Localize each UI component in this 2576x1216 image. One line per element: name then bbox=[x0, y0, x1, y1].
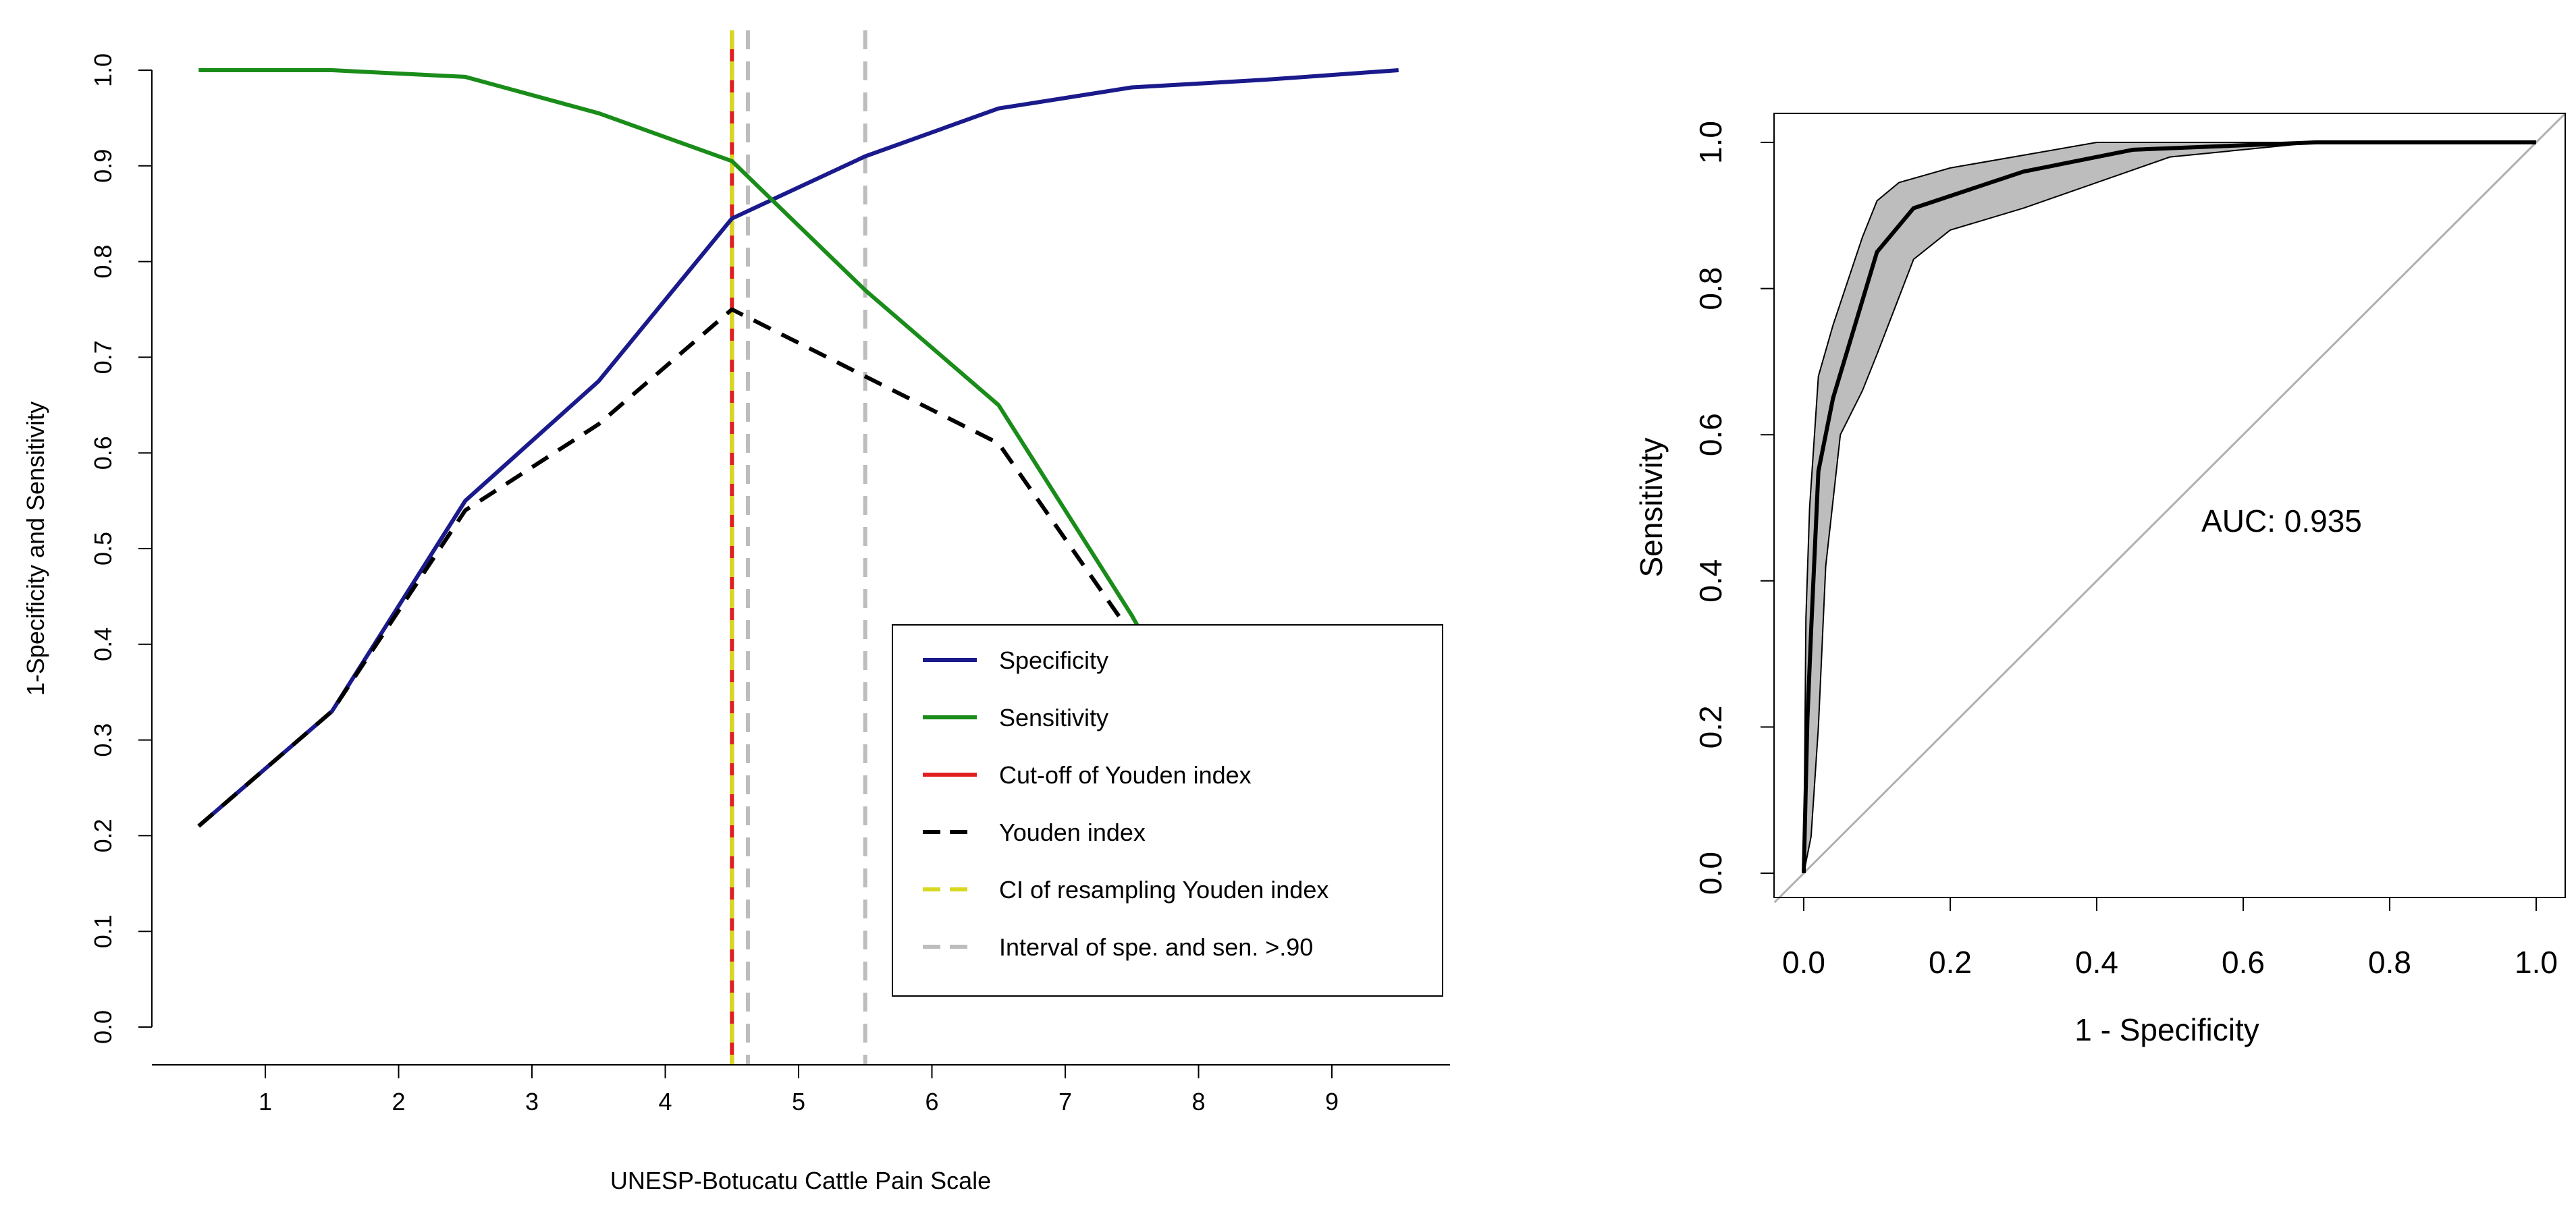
left-y-tick-label: 0.7 bbox=[89, 340, 117, 374]
legend-label-ci-of-resampling-youden-index: CI of resampling Youden index bbox=[999, 876, 1329, 904]
right-y-tick-label: 0.4 bbox=[1693, 559, 1728, 603]
left-y-tick-label: 0.4 bbox=[89, 628, 117, 661]
right-x-ticks: 0.0 0.2 0.4 0.6 0.8 1.0 bbox=[1782, 897, 2558, 980]
roc-curve bbox=[1802, 140, 2536, 874]
left-x-axis-label: UNESP-Botucatu Cattle Pain Scale bbox=[610, 1167, 991, 1194]
right-x-tick-label: 0.6 bbox=[2222, 945, 2265, 980]
right-x-tick-label: 1.0 bbox=[2515, 945, 2558, 980]
left-y-tick-label: 0.3 bbox=[89, 723, 117, 757]
left-y-tick-label: 0.6 bbox=[89, 436, 117, 470]
left-x-tick-label: 9 bbox=[1325, 1088, 1339, 1115]
left-y-ticks: 0.0 0.1 0.2 0.3 0.4 0.5 0.6 0.7 0.8 0.9 1.0 bbox=[89, 53, 152, 1044]
roc-plot-box bbox=[1773, 113, 2566, 898]
series-youden-index bbox=[197, 307, 1400, 972]
right-y-tick-label: 0.2 bbox=[1693, 705, 1728, 748]
roc-diagonal bbox=[1773, 112, 2567, 904]
left-y-tick-label: 0.2 bbox=[89, 819, 117, 852]
right-y-tick-label: 1.0 bbox=[1693, 121, 1728, 164]
left-x-tick-label: 7 bbox=[1058, 1088, 1072, 1115]
legend-box bbox=[892, 624, 1443, 997]
left-x-tick-label: 2 bbox=[392, 1088, 405, 1115]
legend-label-cut-off-of-youden-index: Cut-off of Youden index bbox=[999, 761, 1252, 789]
legend: Specificity Sensitivity Cut-off of Youden … bbox=[892, 624, 1443, 997]
roc-plot-area bbox=[1773, 112, 2567, 904]
left-y-tick-label: 0.5 bbox=[89, 532, 117, 565]
left-y-tick-label: 1.0 bbox=[89, 53, 117, 87]
legend-items: Specificity Sensitivity Cut-off of Youden … bbox=[923, 646, 1329, 961]
left-x-tick-label: 8 bbox=[1191, 1088, 1205, 1115]
left-y-tick-label: 0.1 bbox=[89, 914, 117, 948]
right-y-tick-label: 0.6 bbox=[1693, 413, 1728, 456]
legend-label-sensitivity: Sensitivity bbox=[999, 704, 1108, 731]
roc-auc-annotation: AUC: 0.935 bbox=[2201, 503, 2362, 538]
right-x-tick-label: 0.4 bbox=[2075, 945, 2118, 980]
roc-ci-band bbox=[1803, 142, 2536, 874]
right-y-axis-label: Sensitivity bbox=[1634, 437, 1669, 577]
left-x-ticks: 1 2 3 4 5 6 7 8 9 bbox=[259, 1065, 1339, 1115]
left-y-tick-label: 0.9 bbox=[89, 149, 117, 183]
roc-chart: 0.0 0.2 0.4 0.6 0.8 1.0 0.0 0.2 0.4 0.6 0.8 1.0 AU… bbox=[1634, 112, 2567, 1047]
right-x-axis-label: 1 - Specificity bbox=[2074, 1012, 2259, 1047]
right-x-tick-label: 0.8 bbox=[2368, 945, 2411, 980]
right-y-tick-label: 0.0 bbox=[1693, 852, 1728, 895]
right-x-tick-label: 0.2 bbox=[1929, 945, 1972, 980]
right-y-tick-label: 0.8 bbox=[1693, 267, 1728, 310]
legend-label-specificity: Specificity bbox=[999, 646, 1108, 674]
left-x-tick-label: 6 bbox=[925, 1088, 938, 1115]
series-specificity bbox=[197, 68, 1399, 828]
legend-label-interval-of-spe-and-sen-90: Interval of spe. and sen. >.90 bbox=[999, 933, 1313, 961]
left-x-tick-label: 1 bbox=[259, 1088, 272, 1115]
left-x-tick-label: 3 bbox=[525, 1088, 539, 1115]
youden-chart: 0.0 0.1 0.2 0.3 0.4 0.5 0.6 0.7 0.8 0.9 1.0 1 2 3 4 5 6… bbox=[22, 30, 1450, 1194]
left-x-tick-label: 4 bbox=[658, 1088, 672, 1115]
left-x-tick-label: 5 bbox=[792, 1088, 805, 1115]
right-y-ticks: 0.0 0.2 0.4 0.6 0.8 1.0 bbox=[1693, 121, 1774, 895]
left-y-tick-label: 0.0 bbox=[89, 1010, 117, 1044]
left-y-axis-label: 1-Specificity and Sensitivity bbox=[22, 402, 49, 696]
left-y-tick-label: 0.8 bbox=[89, 245, 117, 279]
legend-label-youden-index: Youden index bbox=[999, 819, 1146, 846]
right-x-tick-label: 0.0 bbox=[1782, 945, 1825, 980]
